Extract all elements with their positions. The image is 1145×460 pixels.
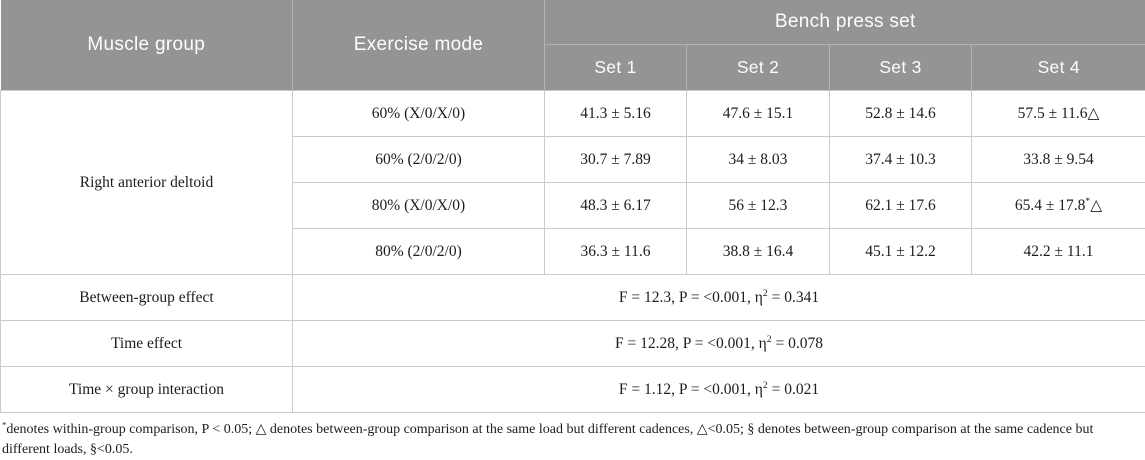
exercise-mode-cell: 60% (X/0/X/0): [293, 91, 545, 137]
value-text: 30.7 ± 7.89: [580, 151, 651, 168]
value-text: 42.2 ± 11.1: [1024, 243, 1094, 260]
value-text: 34 ± 8.03: [729, 151, 788, 168]
value-text: 47.6 ± 15.1: [723, 105, 794, 122]
header-set-4: Set 4: [972, 45, 1145, 91]
effect-label-cell: Time × group interaction: [1, 367, 293, 413]
value-text: 48.3 ± 6.17: [580, 197, 651, 214]
value-cell: 33.8 ± 9.54: [972, 137, 1145, 183]
table-row-between-group-effect: Between-group effect F = 12.3, P = <0.00…: [1, 275, 1145, 321]
effect-value-cell: F = 12.3, P = <0.001, η2 = 0.341: [293, 275, 1145, 321]
stat-suffix: = 0.021: [768, 381, 819, 398]
stat-suffix: = 0.341: [768, 289, 819, 306]
exercise-mode-cell: 80% (X/0/X/0): [293, 183, 545, 229]
value-cell: 48.3 ± 6.17: [545, 183, 687, 229]
table-header: Muscle group Exercise mode Bench press s…: [1, 0, 1145, 91]
header-bench-press-set: Bench press set: [545, 0, 1145, 45]
value-cell: 34 ± 8.03: [687, 137, 830, 183]
value-text: 62.1 ± 17.6: [865, 197, 936, 214]
value-text: 33.8 ± 9.54: [1023, 151, 1094, 168]
value-text: 36.3 ± 11.6: [581, 243, 651, 260]
value-cell: 38.8 ± 16.4: [687, 229, 830, 275]
header-exercise-mode: Exercise mode: [293, 0, 545, 91]
header-set-2: Set 2: [687, 45, 830, 91]
value-cell: 65.4 ± 17.8*△: [972, 183, 1145, 229]
effect-label-cell: Time effect: [1, 321, 293, 367]
effect-value-cell: F = 1.12, P = <0.001, η2 = 0.021: [293, 367, 1145, 413]
stat-suffix: = 0.078: [772, 335, 823, 352]
value-suffix: △: [1090, 197, 1102, 214]
effect-label-cell: Between-group effect: [1, 275, 293, 321]
table-row-time-group-interaction: Time × group interaction F = 1.12, P = <…: [1, 367, 1145, 413]
value-text: 57.5 ± 11.6△: [1018, 105, 1100, 122]
value-cell: 42.2 ± 11.1: [972, 229, 1145, 275]
value-text: 65.4 ± 17.8: [1015, 197, 1086, 214]
value-cell: 62.1 ± 17.6: [830, 183, 972, 229]
value-cell: 41.3 ± 5.16: [545, 91, 687, 137]
stat-text: F = 12.3, P = <0.001, η: [619, 289, 763, 306]
header-set-3: Set 3: [830, 45, 972, 91]
header-set-1: Set 1: [545, 45, 687, 91]
table-row: Right anterior deltoid 60% (X/0/X/0) 41.…: [1, 91, 1145, 137]
value-text: 37.4 ± 10.3: [865, 151, 936, 168]
exercise-mode-cell: 80% (2/0/2/0): [293, 229, 545, 275]
value-text: 38.8 ± 16.4: [723, 243, 794, 260]
effect-value-cell: F = 12.28, P = <0.001, η2 = 0.078: [293, 321, 1145, 367]
value-cell: 57.5 ± 11.6△: [972, 91, 1145, 137]
value-cell: 36.3 ± 11.6: [545, 229, 687, 275]
stat-text: F = 12.28, P = <0.001, η: [615, 335, 767, 352]
value-text: 41.3 ± 5.16: [580, 105, 651, 122]
value-cell: 56 ± 12.3: [687, 183, 830, 229]
results-table: Muscle group Exercise mode Bench press s…: [0, 0, 1145, 413]
value-text: 45.1 ± 12.2: [865, 243, 936, 260]
header-muscle-group: Muscle group: [1, 0, 293, 91]
stat-text: F = 1.12, P = <0.001, η: [619, 381, 763, 398]
value-cell: 45.1 ± 12.2: [830, 229, 972, 275]
table-footnote: *denotes within-group comparison, P < 0.…: [0, 413, 1145, 460]
value-cell: 52.8 ± 14.6: [830, 91, 972, 137]
value-text: 56 ± 12.3: [729, 197, 788, 214]
footnote-text: denotes within-group comparison, P < 0.0…: [2, 422, 1093, 457]
value-cell: 30.7 ± 7.89: [545, 137, 687, 183]
exercise-mode-cell: 60% (2/0/2/0): [293, 137, 545, 183]
muscle-group-cell: Right anterior deltoid: [1, 91, 293, 275]
value-cell: 47.6 ± 15.1: [687, 91, 830, 137]
value-cell: 37.4 ± 10.3: [830, 137, 972, 183]
table-row-time-effect: Time effect F = 12.28, P = <0.001, η2 = …: [1, 321, 1145, 367]
value-text: 52.8 ± 14.6: [865, 105, 936, 122]
